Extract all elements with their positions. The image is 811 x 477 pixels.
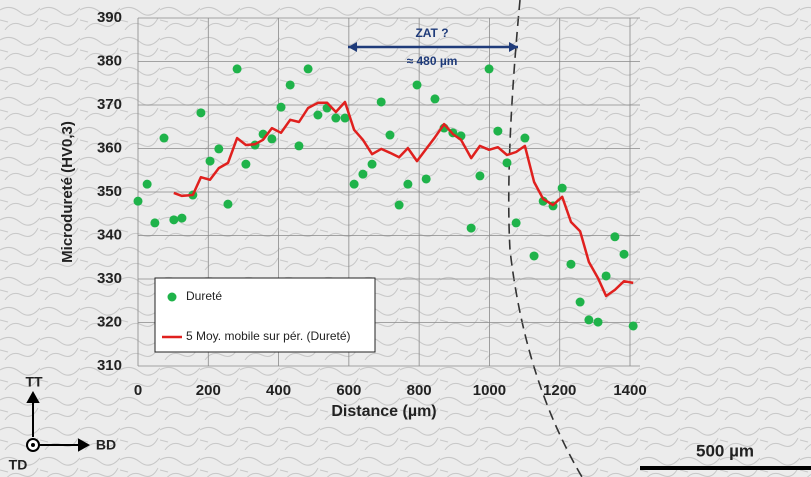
y-tick-label: 360 bbox=[97, 139, 122, 156]
point bbox=[150, 218, 160, 228]
point bbox=[610, 232, 620, 242]
boundary bbox=[507, 0, 583, 477]
point bbox=[294, 141, 304, 151]
scale-label: 500 µm bbox=[696, 441, 754, 460]
annotation: ≈ 480 µm bbox=[407, 54, 458, 68]
legend-label: 5 Moy. mobile sur pér. (Dureté) bbox=[186, 329, 351, 343]
x-tick-label: 1000 bbox=[473, 382, 506, 399]
point bbox=[223, 199, 233, 209]
point bbox=[403, 179, 413, 189]
point bbox=[214, 144, 224, 154]
point bbox=[276, 102, 286, 112]
x-tick-label: 1400 bbox=[613, 382, 646, 399]
point bbox=[340, 113, 350, 123]
point bbox=[475, 171, 485, 181]
point bbox=[619, 249, 629, 259]
x-axis-label: Distance (µm) bbox=[331, 403, 436, 420]
point bbox=[303, 64, 313, 74]
y-tick-label: 330 bbox=[97, 270, 122, 287]
annotation: ZAT ? bbox=[415, 26, 448, 40]
x-tick-label: 1200 bbox=[543, 382, 576, 399]
legend-box bbox=[154, 277, 376, 353]
x-tick-label: 800 bbox=[407, 382, 432, 399]
legend-label: Dureté bbox=[186, 289, 222, 303]
point bbox=[358, 169, 368, 179]
point bbox=[529, 251, 539, 261]
line bbox=[173, 100, 634, 298]
point bbox=[520, 133, 530, 143]
point bbox=[142, 179, 152, 189]
point bbox=[349, 179, 359, 189]
point bbox=[575, 297, 585, 307]
x-tick-label: 400 bbox=[266, 382, 291, 399]
point bbox=[367, 159, 377, 169]
point bbox=[584, 315, 594, 325]
point bbox=[421, 174, 431, 184]
legend-swatch bbox=[167, 292, 177, 302]
y-tick-label: 370 bbox=[97, 96, 122, 113]
y-tick-label: 310 bbox=[97, 357, 122, 374]
point bbox=[466, 223, 476, 233]
direction-dot bbox=[31, 443, 35, 447]
point bbox=[628, 321, 638, 331]
point bbox=[331, 113, 341, 123]
point bbox=[177, 213, 187, 223]
y-tick-label: 340 bbox=[97, 226, 122, 243]
point bbox=[159, 133, 169, 143]
direction-label: TD bbox=[9, 457, 28, 473]
point bbox=[385, 130, 395, 140]
point bbox=[205, 156, 215, 166]
direction-label: BD bbox=[96, 437, 116, 453]
point bbox=[493, 126, 503, 136]
point bbox=[232, 64, 242, 74]
point bbox=[267, 134, 277, 144]
x-tick-label: 600 bbox=[336, 382, 361, 399]
point bbox=[601, 271, 611, 281]
point bbox=[376, 97, 386, 107]
direction-label: TT bbox=[25, 374, 43, 390]
direction-arrows bbox=[26, 390, 91, 452]
y-axis-label: Microdureté (HV0,3) bbox=[59, 121, 76, 263]
y-tick-label: 380 bbox=[97, 52, 122, 69]
point bbox=[394, 200, 404, 210]
point bbox=[566, 259, 576, 269]
point bbox=[538, 196, 548, 206]
point bbox=[313, 110, 323, 120]
x-tick-label: 200 bbox=[196, 382, 221, 399]
point bbox=[557, 183, 567, 193]
x-tick-label: 0 bbox=[134, 382, 142, 399]
point bbox=[241, 159, 251, 169]
point bbox=[593, 317, 603, 327]
y-tick-label: 390 bbox=[97, 9, 122, 26]
point bbox=[430, 94, 440, 104]
point bbox=[502, 158, 512, 168]
point bbox=[169, 215, 179, 225]
point bbox=[196, 108, 206, 118]
y-tick-label: 320 bbox=[97, 313, 122, 330]
point bbox=[511, 218, 521, 228]
point bbox=[133, 196, 143, 206]
point bbox=[484, 64, 494, 74]
point bbox=[412, 80, 422, 90]
y-tick-label: 350 bbox=[97, 183, 122, 200]
point bbox=[285, 80, 295, 90]
